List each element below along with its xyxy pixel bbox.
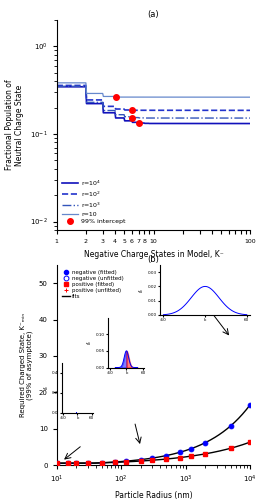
positive (fitted)	[125, 459, 128, 465]
r=10	[171, 94, 174, 100]
r=10$^3$	[219, 115, 222, 121]
negative (fitted)	[204, 440, 207, 446]
r=10$^2$	[170, 108, 173, 114]
r=10	[219, 94, 222, 100]
positive (fitted)	[75, 460, 78, 466]
r=10	[56, 80, 59, 86]
r=10$^4$	[231, 120, 234, 126]
negative (fitted)	[165, 452, 168, 458]
r=10$^3$	[170, 115, 173, 121]
r=10	[249, 94, 252, 100]
negative (fitted)	[139, 456, 142, 462]
r=10$^2$	[219, 108, 222, 114]
r=10	[231, 94, 234, 100]
Line: r=10: r=10	[57, 83, 250, 97]
positive (fitted)	[229, 445, 232, 451]
positive (fitted)	[55, 460, 58, 466]
r=10$^2$	[170, 108, 173, 114]
r=10$^2$	[231, 108, 234, 114]
r=10	[55, 80, 58, 86]
positive (fitted)	[204, 451, 207, 457]
r=10$^3$	[55, 84, 58, 89]
Y-axis label: Required Charged State, K⁻ₘᵢₙ
(99% of asymptote): Required Charged State, K⁻ₘᵢₙ (99% of as…	[20, 313, 33, 417]
X-axis label: Negative Charge States in Model, K⁻: Negative Charge States in Model, K⁻	[84, 250, 223, 258]
r=10	[174, 94, 178, 100]
negative (fitted)	[100, 460, 103, 466]
positive (fitted)	[189, 453, 192, 459]
r=10$^3$	[185, 115, 188, 121]
Title: (b): (b)	[148, 255, 159, 264]
negative (fitted)	[189, 446, 192, 452]
r=10$^3$	[170, 115, 173, 121]
negative (fitted)	[86, 460, 89, 466]
r=10$^3$	[249, 115, 252, 121]
r=10$^4$	[170, 120, 173, 126]
negative (fitted)	[178, 450, 181, 456]
r=10$^2$	[55, 82, 58, 88]
r=10$^3$	[56, 84, 59, 89]
Title: (a): (a)	[148, 10, 159, 19]
negative (fitted)	[114, 459, 117, 465]
r=10$^4$	[190, 120, 194, 126]
Y-axis label: $f_k$: $f_k$	[42, 384, 51, 390]
negative (fitted)	[150, 455, 154, 461]
r=10$^3$	[231, 115, 234, 121]
positive (fitted)	[67, 460, 70, 466]
r=10$^2$	[174, 108, 177, 114]
positive (fitted)	[114, 460, 117, 466]
r=10$^2$	[56, 82, 59, 88]
Line: positive (fitted): positive (fitted)	[55, 440, 252, 465]
positive (fitted)	[165, 456, 168, 462]
Line: r=10$^4$: r=10$^4$	[57, 87, 250, 124]
Line: r=10$^2$: r=10$^2$	[57, 86, 250, 110]
negative (fitted)	[67, 460, 70, 466]
r=10$^4$	[55, 84, 58, 90]
r=10$^4$	[170, 120, 173, 126]
r=10	[170, 94, 173, 100]
positive (fitted)	[100, 460, 103, 466]
negative (fitted)	[125, 458, 128, 464]
Y-axis label: Fractional Population of
Neutral Charge State: Fractional Population of Neutral Charge …	[5, 80, 25, 170]
negative (fitted)	[229, 422, 232, 428]
r=10	[160, 94, 163, 100]
r=10$^3$	[174, 115, 177, 121]
r=10$^4$	[219, 120, 222, 126]
positive (fitted)	[86, 460, 89, 466]
negative (fitted)	[249, 402, 252, 407]
Line: negative (fitted): negative (fitted)	[55, 403, 252, 465]
positive (fitted)	[178, 454, 181, 460]
Line: r=10$^3$: r=10$^3$	[57, 86, 250, 118]
r=10$^4$	[249, 120, 252, 126]
r=10$^2$	[177, 108, 180, 114]
positive (fitted)	[249, 439, 252, 445]
r=10$^4$	[56, 84, 59, 90]
Legend: negative (fitted), negative (unfitted), positive (fitted), positive (unfitted), : negative (fitted), negative (unfitted), …	[60, 268, 126, 302]
Y-axis label: $f_k$: $f_k$	[137, 287, 146, 293]
negative (fitted)	[75, 460, 78, 466]
negative (fitted)	[55, 460, 58, 466]
r=10$^4$	[174, 120, 177, 126]
positive (fitted)	[150, 458, 154, 464]
X-axis label: Particle Radius (nm): Particle Radius (nm)	[115, 491, 192, 500]
Legend: r=10$^4$, r=10$^2$, r=10$^3$, r=10, 99% intercept: r=10$^4$, r=10$^2$, r=10$^3$, r=10, 99% …	[60, 176, 128, 227]
r=10$^2$	[249, 108, 252, 114]
Y-axis label: $f_k$: $f_k$	[85, 340, 94, 345]
positive (fitted)	[139, 458, 142, 464]
